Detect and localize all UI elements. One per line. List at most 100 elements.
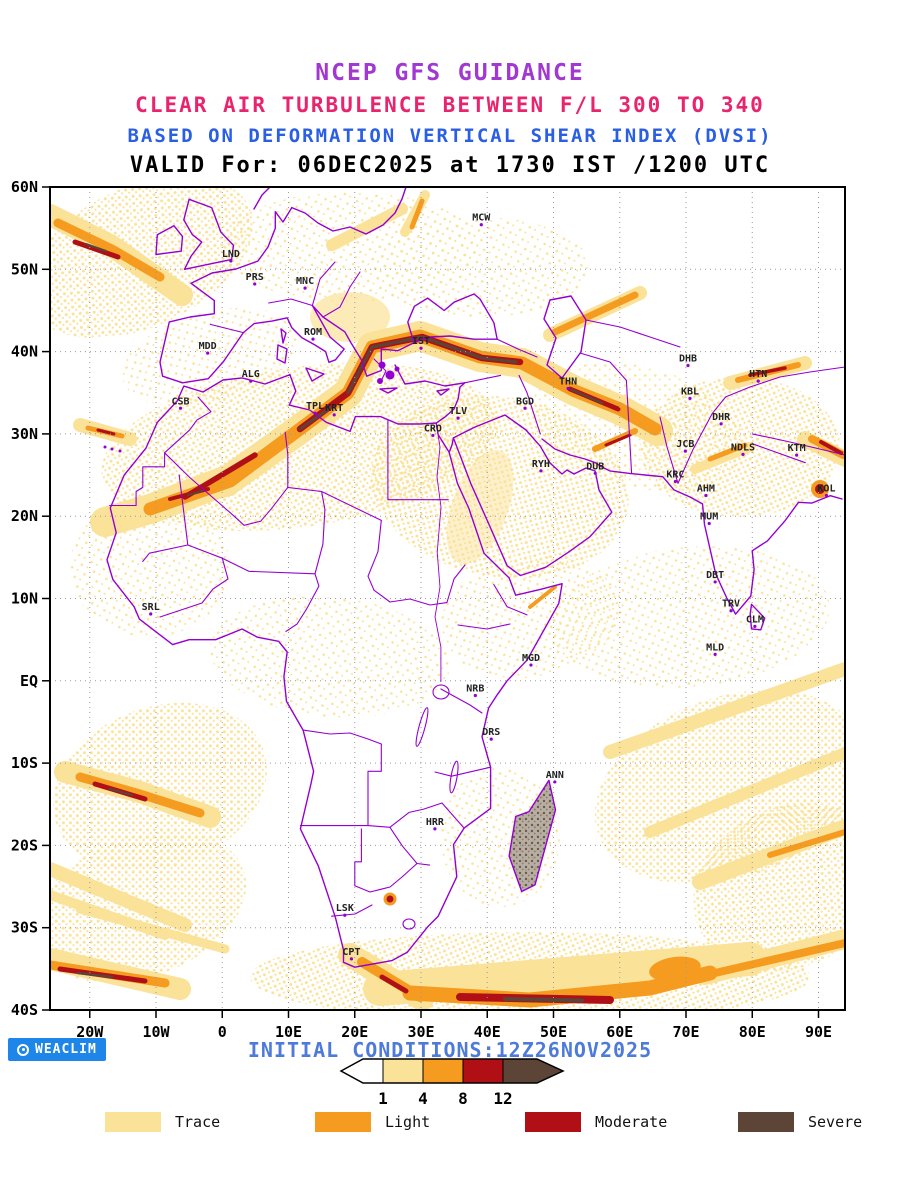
station-label-ann: ANN [546, 770, 564, 781]
colorbar-seg-moderate [463, 1059, 503, 1083]
x-tick-label: 40E [474, 1023, 501, 1041]
station-marker [313, 411, 317, 415]
title-model: NCEP GFS GUIDANCE [315, 60, 585, 86]
station-marker [566, 386, 570, 391]
map-frame [49, 186, 846, 1011]
station-marker [683, 449, 687, 453]
station-label-srl: SRL [142, 602, 160, 613]
y-tick-label: EQ [20, 672, 38, 690]
station-marker [713, 580, 717, 584]
station-marker [713, 652, 717, 656]
y-tick-label: 10S [11, 754, 38, 772]
x-tick-label: 0 [218, 1023, 227, 1041]
station-marker [593, 471, 597, 475]
colorbar-arrow-left [341, 1059, 363, 1083]
station-label-cpt: CPT [342, 947, 360, 958]
station-label-nrb: NRB [466, 683, 484, 694]
colorbar-tick-1: 1 [378, 1089, 388, 1108]
legend-item-moderate: Moderate [525, 1112, 667, 1132]
y-tick-label: 40N [11, 343, 38, 361]
station-marker [719, 422, 723, 426]
initial-conditions: INITIAL CONDITIONS:12Z26NOV2025 [247, 1038, 653, 1062]
weaclim-logo-text: WEACLIM [35, 1042, 97, 1057]
station-marker [206, 351, 210, 355]
x-tick-label: 20W [76, 1023, 104, 1041]
x-tick-label: 80E [739, 1023, 766, 1041]
legend-label: Light [385, 1113, 431, 1131]
station-label-htn: HTN [749, 369, 767, 380]
legend-item-trace: Trace [105, 1112, 220, 1132]
weaclim-circle-icon [17, 1043, 29, 1056]
station-label-mcw: MCW [472, 213, 491, 224]
x-tick-label: 30E [407, 1023, 434, 1041]
station-marker [489, 737, 493, 741]
station-label-csb: CSB [171, 396, 189, 407]
station-label-ndls: NDLS [731, 442, 755, 453]
station-marker [753, 624, 757, 628]
colorbar-outline [339, 1058, 565, 1084]
station-marker [686, 363, 690, 368]
y-tick-label: 20S [11, 836, 38, 854]
x-tick-label: 50E [540, 1023, 567, 1041]
station-marker [539, 469, 543, 473]
y-tick-label: 40S [11, 1001, 38, 1019]
legend-label: Trace [175, 1113, 221, 1131]
station-marker [303, 286, 307, 290]
station-marker [704, 493, 708, 498]
colorbar-seg-light [423, 1059, 463, 1083]
colorbar-tick-4: 4 [418, 1089, 428, 1108]
station-label-thn: THN [559, 377, 577, 388]
station-marker [473, 693, 477, 698]
station-marker [419, 346, 423, 350]
station-label-cro: CRO [424, 423, 442, 434]
station-marker [553, 780, 557, 784]
station-marker [523, 406, 527, 410]
station-label-drs: DRS [482, 727, 500, 738]
station-label-mld: MLD [706, 642, 724, 653]
legend-swatch-light [315, 1112, 371, 1132]
station-marker [229, 259, 233, 263]
station-label-ahm: AHM [697, 484, 715, 495]
station-marker [249, 379, 253, 383]
station-marker [673, 479, 678, 484]
station-marker [311, 337, 315, 341]
station-marker [349, 957, 354, 961]
x-tick-label: 60E [606, 1023, 633, 1041]
station-label-kol: KOL [817, 484, 835, 495]
x-tick-label: 90E [805, 1023, 832, 1041]
station-label-rom: ROM [304, 327, 322, 338]
station-label-lsk: LSK [336, 903, 354, 914]
station-marker [688, 396, 692, 400]
station-label-mnc: MNC [296, 276, 314, 287]
legend-item-severe: Severe [738, 1112, 862, 1132]
y-tick-label: 60N [11, 178, 38, 196]
weaclim-logo: WEACLIM [8, 1038, 106, 1061]
legend-swatch-trace [105, 1112, 161, 1132]
station-label-mum: MUM [700, 511, 718, 522]
station-label-bgd: BGD [516, 396, 534, 407]
station-marker [431, 433, 435, 438]
station-label-clm: CLM [746, 614, 764, 625]
map-axes: 20W 10W 0 10E 20E 30E 40E 50E 60E 70E 80E 90E 60N 50N… [11, 178, 832, 1041]
station-label-trv: TRV [722, 599, 740, 610]
station-marker [456, 416, 460, 420]
station-marker [149, 612, 153, 616]
colorbar: 1 4 8 12 [339, 1058, 565, 1108]
station-marker [253, 282, 257, 286]
station-marker [343, 913, 347, 917]
station-label-hrr: HRR [426, 817, 445, 828]
station-marker [479, 223, 483, 227]
legend-label: Moderate [595, 1113, 668, 1131]
x-tick-label: 70E [672, 1023, 699, 1041]
station-marker [707, 521, 711, 526]
station-label-dbt: DBT [706, 570, 724, 581]
colorbar-arrow-right [503, 1059, 563, 1083]
station-label-mgd: MGD [522, 653, 540, 664]
station-label-ist: IST [412, 336, 430, 347]
coastlines-borders [103, 187, 845, 968]
station-label-mdd: MDD [199, 341, 217, 352]
y-tick-label: 30N [11, 425, 38, 443]
y-tick-label: 50N [11, 260, 38, 278]
title-valid-time: VALID For: 06DEC2025 at 1730 IST /1200 U… [129, 153, 771, 178]
station-label-dhb: DHB [679, 353, 697, 364]
